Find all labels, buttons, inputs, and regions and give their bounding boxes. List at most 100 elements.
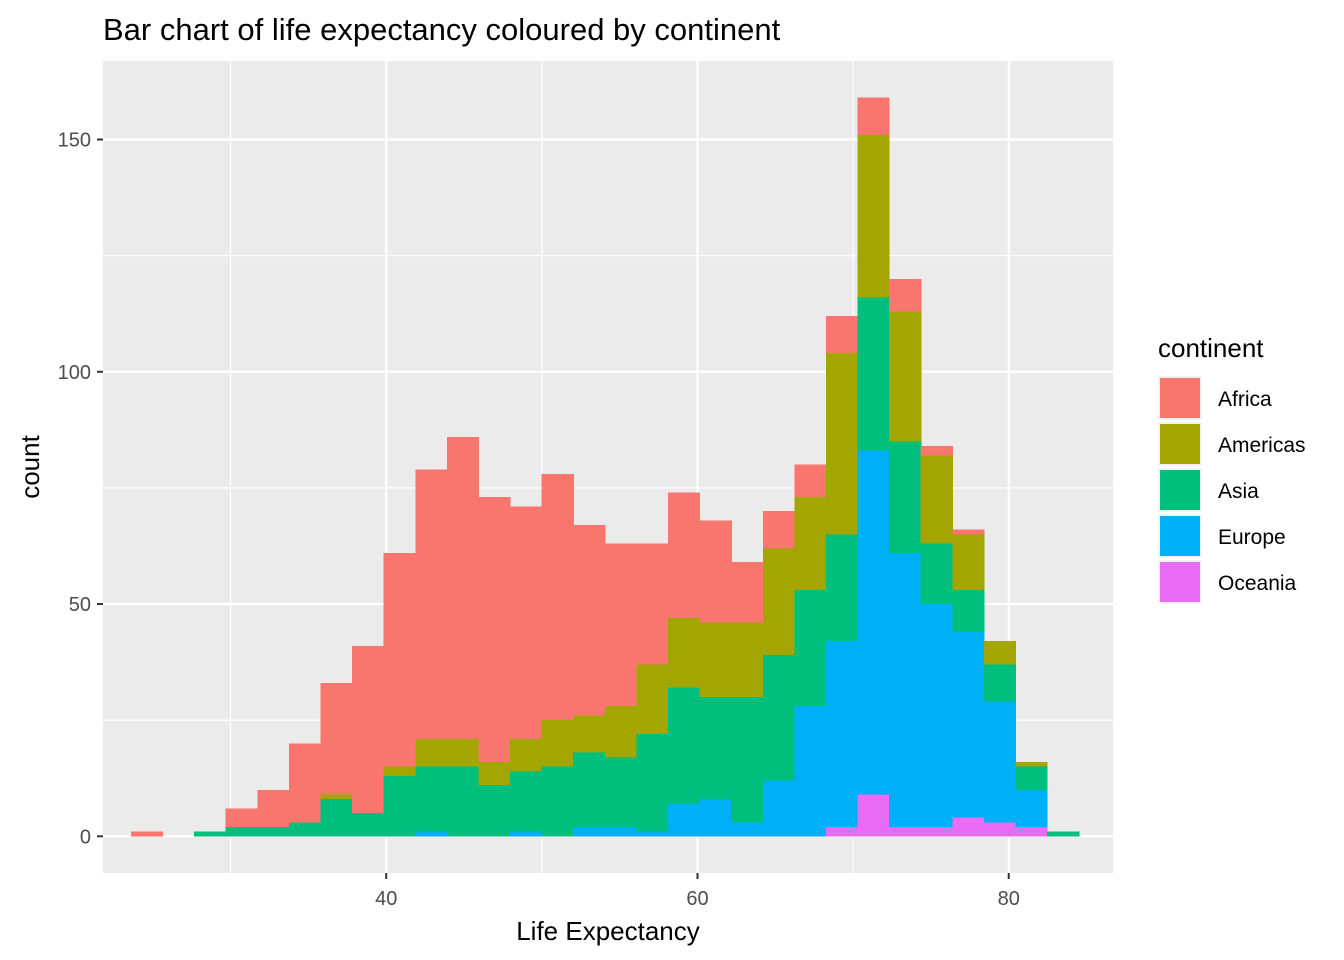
bar-asia	[288, 822, 322, 837]
legend-label-africa: Africa	[1218, 388, 1272, 411]
x-tick-label: 60	[686, 888, 708, 910]
y-axis-label: count	[15, 434, 45, 498]
bar-asia	[541, 766, 574, 837]
bar-africa	[573, 525, 606, 716]
legend-label-europe: Europe	[1218, 526, 1286, 549]
bar-africa	[920, 446, 953, 456]
bar-asia	[825, 534, 859, 642]
bar-africa	[762, 511, 795, 549]
bar-oceania	[857, 794, 890, 837]
legend-label-asia: Asia	[1218, 480, 1259, 503]
legend-key-oceania	[1160, 562, 1200, 602]
histogram-bars	[130, 97, 1080, 837]
bar-africa	[352, 645, 385, 814]
bar-asia	[762, 655, 795, 781]
bar-asia	[225, 827, 258, 837]
bar-europe	[731, 822, 764, 837]
x-axis: 40 60 80	[375, 873, 1020, 910]
bar-americas	[636, 664, 669, 735]
bar-europe	[825, 641, 859, 828]
bar-africa	[731, 562, 764, 623]
legend-label-oceania: Oceania	[1218, 572, 1297, 595]
bar-oceania	[889, 827, 922, 837]
bar-asia	[446, 766, 480, 837]
bar-asia	[604, 757, 638, 828]
bar-africa	[825, 316, 859, 354]
bar-africa	[288, 743, 322, 823]
bar-oceania	[983, 822, 1017, 837]
bar-asia	[573, 752, 606, 828]
bar-oceania	[952, 817, 985, 837]
bar-americas	[446, 738, 480, 767]
y-tick-label: 50	[69, 594, 91, 616]
bar-asia	[857, 297, 890, 451]
bar-americas	[541, 720, 574, 767]
bar-asia	[1015, 766, 1048, 790]
y-tick-label: 150	[58, 130, 91, 152]
chart-title: Bar chart of life expectancy coloured by…	[103, 12, 781, 47]
bar-africa	[383, 552, 416, 767]
bar-europe	[699, 799, 732, 837]
bar-americas	[699, 622, 732, 697]
bar-europe	[952, 631, 985, 818]
bar-asia	[699, 696, 732, 800]
bar-asia	[920, 543, 953, 605]
bar-africa	[667, 492, 701, 618]
bar-americas	[510, 738, 543, 772]
bar-asia	[478, 785, 511, 837]
bar-africa	[636, 543, 669, 665]
bar-asia	[257, 827, 290, 837]
bar-europe	[667, 803, 701, 837]
bar-europe	[920, 604, 953, 828]
bar-americas	[952, 534, 985, 591]
bar-asia	[1047, 831, 1080, 837]
bar-africa	[446, 436, 480, 739]
bar-americas	[604, 706, 638, 758]
y-tick-label: 0	[80, 826, 91, 848]
bar-americas	[794, 497, 827, 591]
bar-americas	[889, 311, 922, 442]
legend-label-americas: Americas	[1218, 434, 1306, 457]
bar-asia	[731, 696, 764, 823]
bar-europe	[636, 831, 669, 837]
bar-europe	[983, 701, 1017, 823]
bar-europe	[794, 706, 827, 837]
bar-americas	[667, 617, 701, 688]
bar-africa	[415, 469, 448, 739]
legend-key-europe	[1160, 516, 1200, 556]
x-axis-label: Life Expectancy	[516, 916, 700, 946]
bar-africa	[604, 543, 638, 707]
bar-africa	[699, 520, 732, 623]
bar-americas	[383, 766, 416, 776]
bar-africa	[857, 97, 890, 135]
bar-europe	[510, 831, 543, 837]
bar-americas	[731, 622, 764, 697]
legend-key-africa	[1160, 378, 1200, 418]
bar-asia	[383, 775, 416, 837]
x-tick-label: 40	[375, 888, 397, 910]
bar-africa	[130, 831, 164, 837]
bar-africa	[510, 506, 543, 739]
bar-asia	[794, 590, 827, 707]
legend: continent Africa Americas Asia Europe Oceani…	[1158, 333, 1306, 604]
bar-africa	[952, 529, 985, 535]
x-tick-label: 80	[998, 888, 1020, 910]
bar-asia	[889, 441, 922, 553]
bar-africa	[541, 473, 574, 721]
bar-americas	[825, 353, 859, 535]
legend-title: continent	[1158, 333, 1264, 363]
bar-europe	[415, 831, 448, 837]
bar-europe	[573, 827, 606, 837]
bar-americas	[573, 715, 606, 753]
bar-europe	[889, 552, 922, 828]
bar-africa	[257, 789, 290, 828]
bar-oceania	[920, 827, 953, 837]
bar-africa	[794, 464, 827, 498]
bar-asia	[667, 687, 701, 804]
bar-europe	[1015, 789, 1048, 828]
bar-asia	[415, 766, 448, 832]
bar-americas	[920, 455, 953, 544]
bar-asia	[510, 771, 543, 832]
bar-asia	[194, 831, 227, 837]
